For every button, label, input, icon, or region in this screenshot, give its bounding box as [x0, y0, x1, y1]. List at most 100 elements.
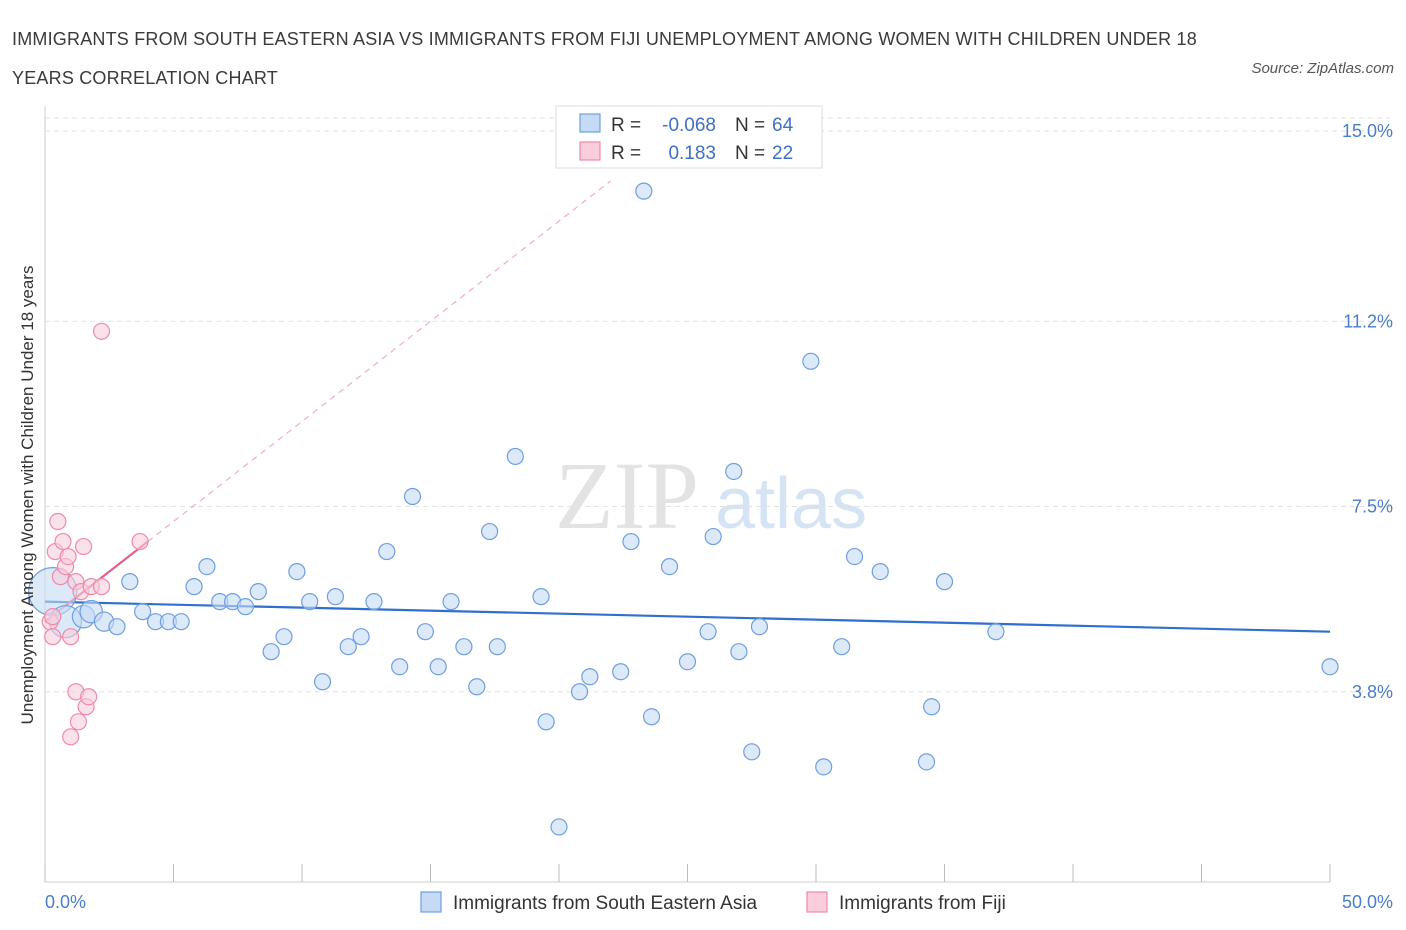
point-sea-19	[288, 562, 306, 581]
point-sea-22	[326, 588, 345, 606]
x-tick-labels: 0.0% 50.0%	[45, 892, 1393, 912]
watermark-atlas: atlas	[715, 464, 867, 544]
point-sea-34	[481, 522, 499, 541]
point-sea-26	[378, 542, 396, 561]
point-sea-39	[550, 818, 568, 836]
point-fiji-14	[74, 537, 93, 556]
point-sea-61	[935, 573, 954, 591]
point-sea-62	[987, 623, 1005, 641]
legend-r-label-1: R =	[611, 115, 641, 136]
point-sea-16	[249, 583, 267, 601]
point-sea-58	[871, 562, 889, 581]
point-sea-30	[429, 658, 447, 676]
point-sea-29	[416, 623, 434, 641]
bottom-legend-swatch-fiji	[806, 891, 828, 913]
trend-extension-1	[147, 180, 611, 543]
bottom-legend-swatch-sea	[420, 891, 442, 913]
y-axis-label: Unemployment Among Women with Children U…	[18, 266, 37, 725]
point-sea-47	[678, 653, 697, 671]
point-fiji-9	[62, 728, 80, 746]
point-sea-59	[917, 753, 936, 771]
legend-n-label-1: N =	[735, 115, 765, 136]
point-fiji-1	[44, 628, 62, 646]
bottom-legend-label-fiji: Immigrants from Fiji	[839, 893, 1006, 914]
point-sea-20	[301, 593, 319, 611]
y-tick-label-0: 3.8%	[1352, 682, 1393, 702]
trend-line-0	[44, 600, 1331, 633]
point-sea-60	[923, 698, 941, 716]
bottom-legend-label-sea: Immigrants from South Eastern Asia	[453, 893, 758, 914]
point-fiji-8	[62, 628, 80, 646]
x-tick-label-1: 50.0%	[1342, 892, 1393, 912]
point-sea-24	[352, 628, 370, 646]
legend-n-label-2: N =	[735, 143, 765, 164]
point-sea-53	[750, 618, 769, 636]
y-tick-label-2: 11.2%	[1343, 311, 1393, 331]
point-sea-43	[622, 532, 640, 551]
legend-box: R = -0.068 N = 64 R = 0.183 N = 22	[555, 105, 823, 169]
point-fiji-3	[49, 512, 67, 531]
point-sea-12	[198, 557, 216, 576]
point-fiji-12	[69, 713, 88, 731]
legend-r-value-1: -0.068	[662, 115, 716, 136]
point-sea-54	[802, 352, 820, 370]
chart-source: Source: ZipAtlas.com	[1251, 60, 1394, 77]
y-tick-labels: 3.8% 7.5% 11.2% 15.0%	[1342, 121, 1393, 702]
point-fiji-5	[54, 532, 72, 551]
point-sea-56	[833, 638, 851, 656]
point-sea-6	[121, 573, 139, 591]
point-fiji-7	[59, 547, 77, 566]
point-sea-57	[845, 547, 864, 566]
legend-n-value-1: 64	[772, 115, 794, 136]
point-fiji-21	[44, 608, 62, 626]
point-sea-38	[537, 713, 555, 731]
legend-r-value-2: 0.183	[668, 143, 716, 164]
point-sea-52	[743, 743, 761, 761]
point-sea-42	[612, 663, 630, 681]
point-sea-35	[488, 638, 506, 656]
point-fiji-16	[80, 688, 98, 706]
grid-lines	[45, 117, 1390, 693]
point-sea-46	[660, 557, 679, 576]
point-sea-28	[403, 487, 422, 506]
watermark-zip: ZIP	[555, 442, 699, 549]
point-sea-48	[699, 623, 717, 641]
point-sea-5	[108, 618, 126, 636]
point-sea-63	[1321, 658, 1339, 676]
point-sea-37	[532, 588, 550, 606]
y-tick-label-3: 15.0%	[1342, 121, 1393, 141]
bottom-legend: Immigrants from South Eastern Asia Immig…	[420, 891, 1006, 914]
legend-n-value-2: 22	[772, 143, 793, 164]
point-sea-36	[506, 447, 524, 466]
point-sea-18	[275, 628, 293, 646]
point-sea-25	[365, 593, 383, 611]
point-sea-31	[442, 593, 460, 611]
point-sea-15	[236, 598, 255, 616]
point-fiji-19	[92, 322, 111, 340]
point-sea-7	[134, 603, 152, 621]
point-sea-40	[570, 683, 589, 701]
point-sea-51	[730, 643, 748, 661]
x-tick-label-0: 0.0%	[45, 892, 86, 912]
point-sea-27	[391, 658, 409, 676]
legend-swatch-sea	[579, 113, 601, 133]
legend-r-label-2: R =	[611, 143, 641, 164]
point-sea-44	[635, 182, 653, 200]
point-sea-10	[172, 613, 190, 631]
data-points	[28, 182, 1339, 836]
point-sea-21	[313, 673, 332, 691]
point-sea-50	[725, 462, 743, 481]
point-sea-45	[642, 708, 661, 726]
y-tick-label-1: 7.5%	[1352, 497, 1393, 517]
point-sea-32	[455, 638, 473, 656]
point-sea-41	[581, 668, 599, 686]
point-sea-17	[262, 643, 280, 661]
trend-lines	[44, 180, 1331, 633]
axes	[44, 106, 1331, 883]
point-fiji-18	[92, 578, 111, 596]
point-sea-33	[468, 678, 486, 696]
point-sea-11	[185, 578, 203, 596]
legend-swatch-fiji	[579, 141, 601, 161]
point-sea-55	[815, 758, 833, 776]
